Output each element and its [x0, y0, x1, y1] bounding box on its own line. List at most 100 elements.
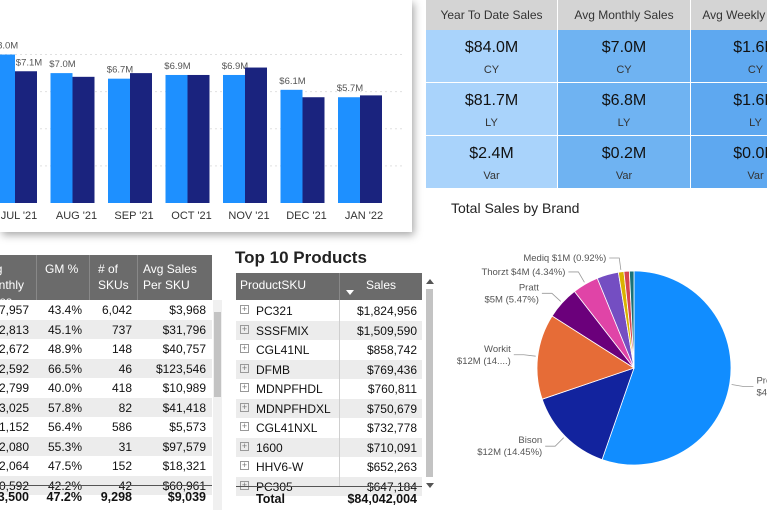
table-row[interactable]: $1,432,813 45.1% 737 $31,796: [0, 319, 212, 339]
kpi-cell: $81.7M LY: [426, 83, 558, 136]
bar-ly-4[interactable]: [245, 67, 267, 204]
product-row[interactable]: + PC321 $1,824,956: [236, 301, 422, 321]
col-header-sales[interactable]: Sales: [339, 273, 422, 300]
bar-ly-1[interactable]: [72, 76, 95, 203]
product-row[interactable]: +1600 $710,091: [236, 437, 422, 457]
bar-ly-5[interactable]: [302, 97, 325, 203]
bar-cy-5[interactable]: [280, 89, 303, 203]
products-scrollbar[interactable]: [424, 273, 436, 495]
total-avg-per-sku: $9,039: [167, 490, 206, 504]
product-sku: SSSFMIX: [256, 323, 309, 338]
product-row[interactable]: + MDNPFHDL $760,811: [236, 379, 422, 399]
expand-plus-icon[interactable]: +: [240, 479, 249, 490]
monthly-sales-chart[interactable]: $8.0M $7.1M JUL '21 $7.0M AUG '21 $6.7M SEP '2…: [0, 0, 412, 232]
top-products-table[interactable]: ProductSKU Sales + PC321 $1,824,956 + SSSFMI…: [236, 273, 440, 511]
expand-plus-icon[interactable]: +: [240, 440, 249, 451]
col-header-productsku[interactable]: ProductSKU: [236, 273, 339, 300]
pie-label-name: Pro Choice: [756, 376, 767, 387]
table-cell: 737: [111, 322, 132, 337]
kpi-sub-label: Var: [747, 170, 764, 182]
table-row[interactable]: $283,025 57.8% 82 $41,418: [0, 397, 212, 417]
expand-plus-icon[interactable]: +: [240, 304, 249, 314]
table-cell: 418: [111, 381, 132, 395]
table-cell: $3,968: [169, 303, 206, 317]
pie-slice-bison[interactable]: [541, 367, 635, 461]
col-header-gm[interactable]: GM %: [36, 255, 89, 300]
table-row[interactable]: $892,799 40.0% 418 $10,989: [0, 378, 212, 398]
kpi-header-avg-weekly[interactable]: Avg Weekly Sales: [691, 0, 767, 30]
kpi-sub-label: Var: [483, 170, 500, 182]
col-header-avg-per-sku[interactable]: Avg Sales Per SKU: [137, 255, 212, 300]
product-sales: $760,811: [367, 382, 417, 396]
detail-scrollbar-thumb[interactable]: [214, 312, 221, 397]
bar-ly-6[interactable]: [360, 95, 382, 203]
kpi-cell: $0.2M Var: [558, 136, 691, 189]
kpi-header-ytd[interactable]: Year To Date Sales: [426, 0, 558, 30]
kpi-header-avg-monthly[interactable]: Avg Monthly Sales: [558, 0, 691, 30]
table-row[interactable]: $1,457,957 43.4% 6,042 $3,968: [0, 300, 212, 320]
table-cell: $283,025: [0, 400, 29, 415]
product-row[interactable]: + DFMB $769,436: [236, 359, 422, 379]
bar-cy-2[interactable]: [108, 78, 130, 203]
bar-cy-0[interactable]: [0, 54, 15, 203]
bar-ly-0[interactable]: [15, 71, 37, 203]
pie-slice-workit[interactable]: [536, 315, 635, 400]
expand-plus-icon[interactable]: +: [240, 323, 249, 334]
scroll-down-arrow-icon[interactable]: [426, 483, 434, 488]
table-row[interactable]: $271,152 56.4% 586 $5,573: [0, 417, 212, 437]
pie-label: Mediq $1M (0.92%): [523, 253, 606, 264]
x-tick-label: OCT '21: [171, 210, 211, 222]
product-sales: $1,824,956: [356, 304, 417, 318]
product-row[interactable]: + HHV6-W $652,263: [236, 457, 422, 477]
sort-desc-icon[interactable]: [346, 290, 354, 295]
pie-slice-other-8[interactable]: [628, 270, 635, 369]
expand-plus-icon[interactable]: +: [240, 343, 249, 353]
col-header-sales-label: Sales: [365, 278, 397, 292]
detail-scrollbar[interactable]: [213, 300, 222, 510]
pie-label-value: $47M (55.34%): [756, 388, 767, 399]
product-row[interactable]: + MDNPFHDXL $750,679: [236, 398, 422, 418]
brand-pie-chart[interactable]: Pro Choice$47M (55.34%) Bison$12M (14.45%…: [440, 222, 767, 511]
product-sku: MDNPFHDXL: [256, 401, 331, 416]
expand-plus-icon[interactable]: +: [240, 382, 249, 392]
expand-plus-icon[interactable]: +: [240, 362, 249, 373]
expand-plus-icon[interactable]: +: [240, 460, 249, 470]
kpi-value: $81.7M: [464, 92, 519, 109]
bar-cy-1[interactable]: [50, 73, 73, 203]
expand-plus-icon[interactable]: +: [240, 421, 249, 431]
bar-chart-svg: $8.0M $7.1M JUL '21 $7.0M AUG '21 $6.7M SEP '2…: [0, 41, 405, 222]
product-sales: $769,436: [366, 362, 417, 377]
kpi-sub-label: LY: [749, 117, 762, 129]
expand-plus-icon[interactable]: +: [240, 401, 249, 412]
products-scrollbar-thumb[interactable]: [426, 289, 433, 477]
table-row[interactable]: $232,064 47.5% 152 $18,321: [0, 456, 212, 476]
product-row[interactable]: + CGL41NXL $732,778: [236, 418, 422, 438]
table-cell: $31,796: [162, 322, 206, 337]
total-gm: 47.2%: [46, 490, 82, 504]
scroll-up-arrow-icon[interactable]: [426, 279, 434, 284]
product-row[interactable]: + CGL41NL $858,742: [236, 340, 422, 360]
kpi-cell: $84.0M CY: [426, 30, 558, 83]
bar-cy-6[interactable]: [338, 97, 360, 203]
bar-ly-3[interactable]: [187, 74, 210, 203]
table-row[interactable]: $942,592 66.5% 46 $123,546: [0, 358, 212, 378]
table-cell: 45.1%: [47, 322, 82, 337]
bar-ly-2[interactable]: [130, 73, 152, 203]
table-cell: $5,573: [169, 420, 206, 434]
bar-cy-4[interactable]: [223, 74, 245, 203]
table-row[interactable]: $252,080 55.3% 31 $97,579: [0, 436, 212, 456]
product-sales: $652,263: [366, 460, 417, 474]
table-cell: 31: [118, 439, 132, 454]
kpi-value: $2.4M: [469, 145, 514, 162]
bar-cy-3[interactable]: [165, 74, 188, 203]
table-cell: 57.8%: [47, 400, 82, 415]
table-cell: $232,064: [0, 459, 29, 473]
col-header-sku-count[interactable]: # of SKUs: [89, 255, 137, 300]
col-header-avg-monthly[interactable]: Avg Monthly Sales: [0, 255, 36, 308]
product-row[interactable]: + SSSFMIX $1,509,590: [236, 320, 422, 340]
table-row[interactable]: $1,002,672 48.9% 148 $40,757: [0, 339, 212, 359]
table-cell: $892,799: [0, 381, 29, 395]
brand-detail-table[interactable]: Avg Monthly Sales GM % # of SKUs Avg Sal…: [0, 255, 226, 511]
kpi-matrix[interactable]: Year To Date Sales Avg Monthly Sales Avg…: [426, 0, 767, 190]
